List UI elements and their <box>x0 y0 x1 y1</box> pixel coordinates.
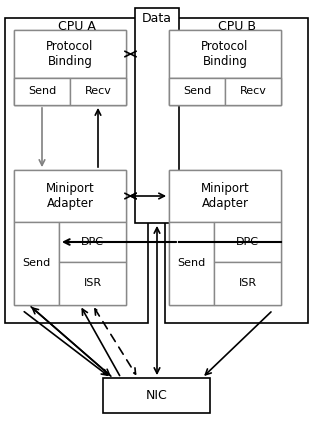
Bar <box>225 78 281 105</box>
Text: ISR: ISR <box>84 279 101 288</box>
Bar <box>165 18 308 323</box>
Text: NIC: NIC <box>146 389 167 402</box>
Text: CPU A: CPU A <box>58 21 95 34</box>
Bar <box>135 8 179 223</box>
Bar <box>5 18 148 323</box>
Text: Send: Send <box>177 258 206 269</box>
Text: Send: Send <box>28 86 56 96</box>
Text: Send: Send <box>183 86 211 96</box>
Bar <box>14 222 59 305</box>
Text: Recv: Recv <box>85 86 111 96</box>
Text: Miniport
Adapter: Miniport Adapter <box>46 182 95 210</box>
Bar <box>14 30 126 105</box>
Bar <box>70 78 126 105</box>
Bar <box>14 78 70 105</box>
Bar <box>59 222 126 262</box>
Text: Protocol
Binding: Protocol Binding <box>46 40 94 68</box>
Bar <box>14 78 126 105</box>
Bar <box>214 222 281 262</box>
Bar <box>169 222 214 305</box>
Bar <box>169 78 225 105</box>
Text: ISR: ISR <box>239 279 257 288</box>
Bar <box>59 262 126 305</box>
Text: DPC: DPC <box>236 237 259 247</box>
Bar <box>103 378 210 413</box>
Bar <box>214 262 281 305</box>
Text: DPC: DPC <box>81 237 104 247</box>
Bar <box>169 30 281 105</box>
Text: Send: Send <box>22 258 51 269</box>
Bar <box>169 170 281 305</box>
Text: Miniport
Adapter: Miniport Adapter <box>201 182 249 210</box>
Bar <box>169 78 281 105</box>
Bar <box>14 170 126 305</box>
Bar <box>169 170 281 222</box>
Bar <box>14 170 126 222</box>
Bar <box>169 30 281 78</box>
Text: Protocol
Binding: Protocol Binding <box>201 40 249 68</box>
Bar <box>14 30 126 78</box>
Text: CPU B: CPU B <box>218 21 255 34</box>
Text: Data: Data <box>142 13 172 26</box>
Text: Recv: Recv <box>239 86 266 96</box>
